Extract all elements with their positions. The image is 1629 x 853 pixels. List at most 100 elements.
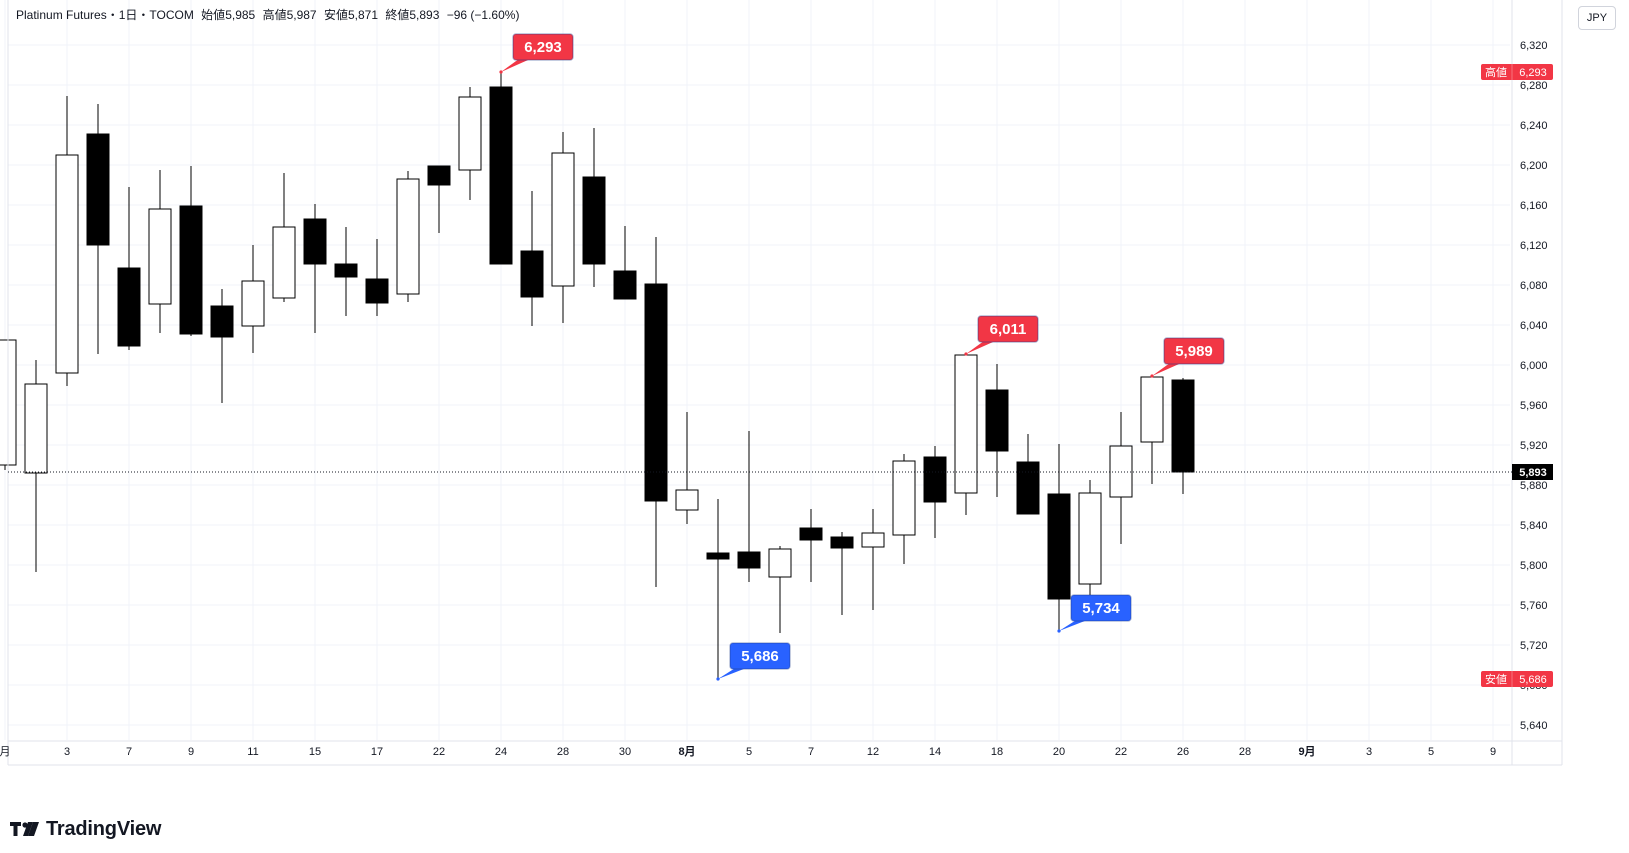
x-tick-label: 9月 — [1298, 745, 1315, 758]
y-tick-label: 5,960 — [1520, 400, 1548, 412]
candle — [148, 170, 172, 333]
candle-body — [427, 165, 451, 186]
open-value: 5,985 — [225, 8, 256, 22]
candle — [830, 532, 854, 615]
candle — [117, 187, 141, 350]
candle — [210, 289, 234, 403]
candle — [706, 499, 730, 679]
x-tick-label: 月 — [0, 746, 11, 758]
candle-body — [458, 96, 482, 171]
candle — [1171, 378, 1195, 494]
callout-label: 5,989 — [1175, 343, 1213, 360]
candle-body — [830, 536, 854, 549]
candle — [551, 132, 575, 323]
candle — [179, 166, 203, 336]
candle — [737, 431, 761, 582]
axes: 6,320 6,280 6,240 6,200 6,160 6,120 6,080 6,040… — [0, 0, 1563, 766]
callout-point — [1057, 629, 1061, 633]
candle — [1047, 444, 1071, 631]
high-value: 5,987 — [286, 8, 317, 22]
candle-body — [55, 154, 79, 374]
x-tick-label: 22 — [433, 746, 445, 758]
candle — [55, 96, 79, 386]
high-label: 高値 — [262, 8, 287, 22]
candle — [768, 546, 792, 633]
candle-body — [24, 383, 48, 474]
x-tick-label: 28 — [557, 746, 569, 758]
candles — [0, 72, 1195, 679]
tradingview-logo[interactable]: TradingView — [10, 816, 161, 842]
x-tick-label: 24 — [495, 746, 507, 758]
low-callout: 5,686 — [716, 642, 791, 681]
candle — [1140, 376, 1164, 484]
y-tick-label: 5,840 — [1520, 520, 1548, 532]
high-callout: 5,989 — [1150, 337, 1225, 378]
annotations: 6,293 6,011 5,989 5,686 5,734 — [499, 33, 1225, 681]
x-tick-label: 7 — [808, 746, 814, 758]
candle — [582, 128, 606, 287]
x-tick-label: 17 — [371, 746, 383, 758]
candle — [303, 204, 327, 333]
candle-body — [117, 267, 141, 347]
x-tick-label: 22 — [1115, 746, 1127, 758]
candle-body — [613, 270, 637, 300]
callout-point — [964, 352, 968, 356]
grid — [4, 0, 1510, 740]
price-badge: 高値 6,293 — [1481, 64, 1553, 80]
candle-body — [768, 548, 792, 578]
y-tick-label: 6,240 — [1520, 120, 1548, 132]
candle — [923, 446, 947, 538]
low-value: 5,871 — [347, 8, 378, 22]
x-tick-label: 20 — [1053, 746, 1065, 758]
callout-box — [1070, 594, 1132, 622]
y-tick-label: 6,280 — [1520, 80, 1548, 92]
y-tick-label: 5,880 — [1520, 480, 1548, 492]
candle — [1078, 480, 1102, 605]
x-tick-label: 3 — [64, 746, 70, 758]
y-tick-label: 5,800 — [1520, 560, 1548, 572]
y-tick-label: 5,720 — [1520, 640, 1548, 652]
candle-body — [148, 208, 172, 305]
candle — [86, 104, 110, 354]
x-tick-label: 15 — [309, 746, 321, 758]
last-price-bg — [1512, 464, 1553, 480]
candle-body — [799, 527, 823, 541]
y-tick-label: 6,000 — [1520, 360, 1548, 372]
candle — [241, 245, 265, 353]
candle-body — [396, 178, 420, 295]
high-callout: 6,011 — [964, 315, 1039, 356]
x-tick-label: 5 — [1428, 746, 1434, 758]
price-badge-label: 高値 — [1485, 65, 1507, 79]
y-tick-label: 6,080 — [1520, 280, 1548, 292]
last-price-badge: 5,893 — [1512, 464, 1553, 480]
candle — [861, 509, 885, 610]
high-callout: 6,293 — [499, 33, 574, 74]
candle — [892, 454, 916, 564]
x-tick-label: 12 — [867, 746, 879, 758]
y-tick-label: 5,760 — [1520, 600, 1548, 612]
x-tick-label: 30 — [619, 746, 631, 758]
candle — [489, 72, 513, 265]
candle-body — [1078, 492, 1102, 585]
y-tick-label: 5,920 — [1520, 440, 1548, 452]
candle-body — [334, 263, 358, 278]
candle — [675, 412, 699, 524]
candle-body — [241, 280, 265, 327]
low-label: 安値 — [323, 8, 348, 22]
candle — [24, 360, 48, 572]
price-badge-bg — [1481, 64, 1553, 80]
x-tick-label: 11 — [247, 746, 258, 758]
callout-box — [977, 315, 1039, 343]
candle — [334, 227, 358, 316]
candle-body — [489, 86, 513, 265]
tradingview-logo-icon — [10, 822, 39, 836]
currency-button[interactable]: JPY — [1578, 6, 1616, 30]
x-tick-label: 14 — [929, 746, 941, 758]
callout-label: 6,293 — [524, 39, 562, 56]
candle — [458, 87, 482, 200]
candle — [799, 509, 823, 582]
candle-body — [675, 489, 699, 511]
candle-body — [365, 278, 389, 304]
x-tick-label: 5 — [746, 746, 752, 758]
